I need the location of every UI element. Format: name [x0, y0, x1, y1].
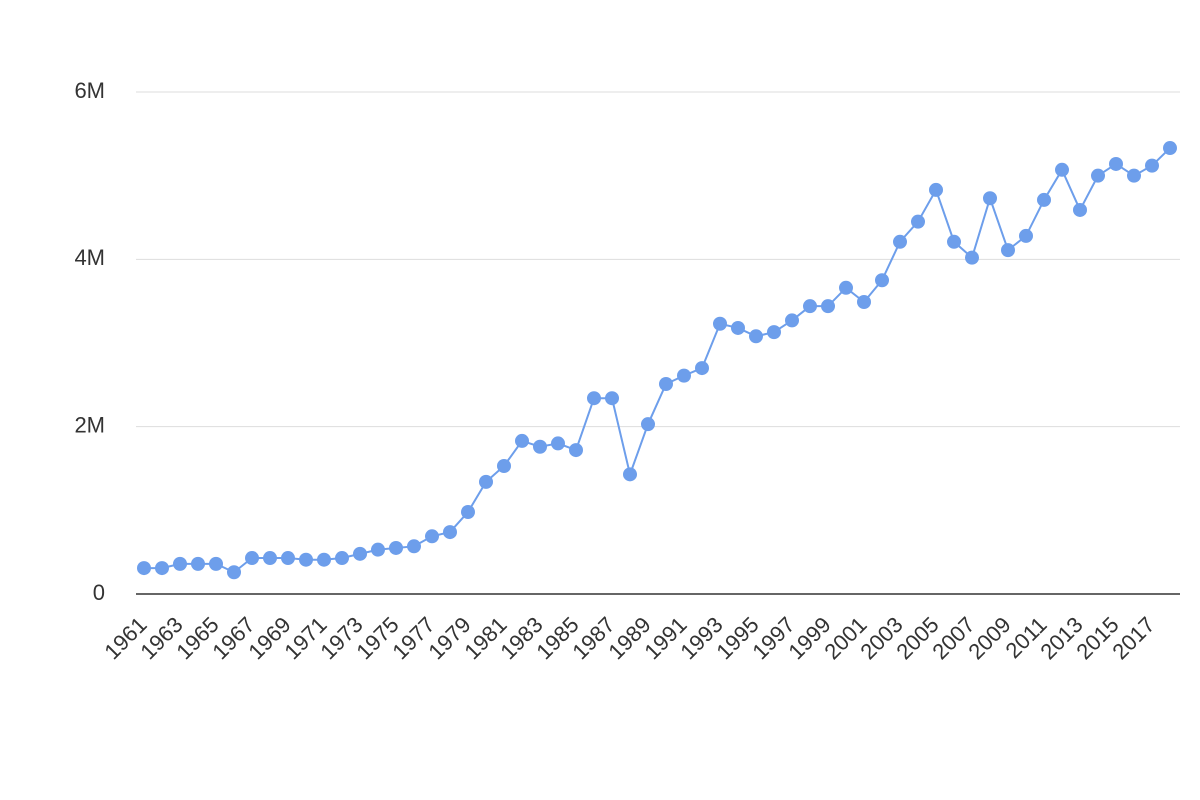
point: [695, 361, 709, 376]
point: [245, 551, 259, 566]
point: [749, 329, 763, 344]
y-tick-label: 4M: [74, 245, 105, 270]
point: [173, 556, 187, 571]
point: [1073, 202, 1087, 217]
point: [1091, 168, 1105, 183]
point: [839, 280, 853, 295]
point: [1037, 192, 1051, 207]
point: [569, 443, 583, 458]
y-tick-label: 6M: [74, 78, 105, 103]
point: [353, 546, 367, 561]
point: [821, 299, 835, 314]
point: [947, 234, 961, 249]
point: [587, 391, 601, 406]
point: [1019, 228, 1033, 243]
point: [227, 565, 241, 580]
point: [1145, 158, 1159, 173]
point: [515, 433, 529, 448]
point: [731, 320, 745, 335]
point: [299, 552, 313, 567]
point: [137, 561, 151, 576]
point: [1109, 156, 1123, 171]
point: [479, 474, 493, 489]
line: [144, 147, 1171, 574]
point: [425, 529, 439, 544]
point: [767, 325, 781, 340]
point: [1127, 168, 1141, 183]
point: [677, 368, 691, 383]
point: [281, 551, 295, 566]
point: [1055, 162, 1069, 177]
point: [1163, 141, 1177, 156]
point: [785, 313, 799, 328]
point: [893, 234, 907, 249]
point: [875, 273, 889, 288]
point: [641, 417, 655, 432]
point: [443, 525, 457, 540]
point: [263, 551, 277, 566]
y-tick-label: 0: [93, 580, 105, 605]
point: [335, 551, 349, 566]
point: [155, 561, 169, 576]
point: [1001, 243, 1015, 258]
point: [803, 299, 817, 314]
point: [461, 505, 475, 520]
point: [983, 191, 997, 206]
point: [191, 556, 205, 571]
point: [533, 439, 547, 454]
point: [659, 376, 673, 391]
x-tick-label: 2017: [1107, 612, 1159, 664]
point: [965, 250, 979, 265]
point: [623, 467, 637, 482]
point: [929, 182, 943, 197]
point: [551, 436, 565, 451]
point: [497, 458, 511, 473]
point: [389, 540, 403, 555]
point: [605, 391, 619, 406]
point: [713, 316, 727, 331]
point: [209, 556, 223, 571]
point: [371, 542, 385, 557]
point: [407, 539, 421, 554]
point: [911, 214, 925, 229]
y-tick-label: 2M: [74, 412, 105, 437]
point: [857, 295, 871, 310]
point: [317, 552, 331, 567]
